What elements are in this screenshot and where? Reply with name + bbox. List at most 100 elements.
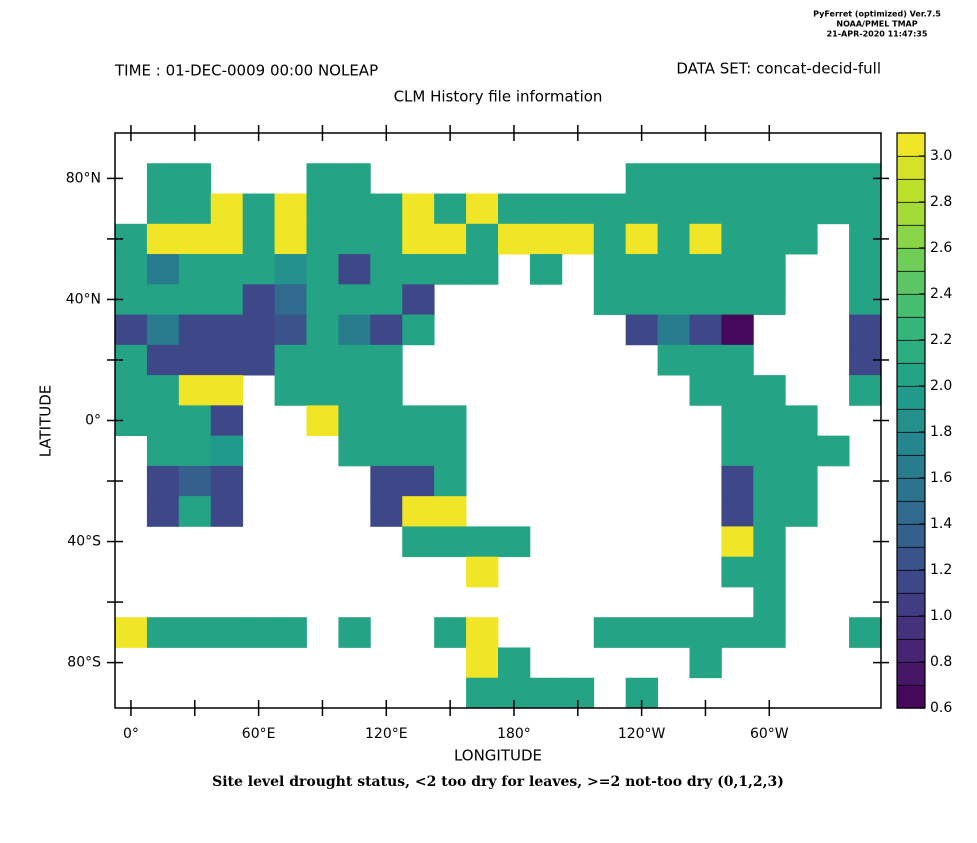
cell bbox=[849, 193, 882, 225]
colorbar-band bbox=[896, 339, 926, 364]
cell bbox=[242, 314, 275, 346]
colorbar-tick-label: 1.0 bbox=[930, 608, 952, 624]
y-axis-label: LATITUDE bbox=[37, 385, 55, 458]
cell bbox=[657, 193, 690, 225]
cell bbox=[370, 193, 403, 225]
colorbar-frame bbox=[896, 132, 926, 709]
cell bbox=[689, 254, 722, 285]
cell bbox=[274, 254, 307, 285]
cell bbox=[178, 375, 212, 406]
colorbar-tick-label: 0.8 bbox=[930, 654, 952, 670]
cell bbox=[146, 223, 180, 255]
cell bbox=[498, 526, 531, 558]
cell bbox=[178, 254, 212, 285]
cell bbox=[306, 375, 339, 406]
cell bbox=[434, 405, 467, 437]
colorbar-band bbox=[896, 661, 926, 686]
cell bbox=[210, 496, 244, 527]
cell bbox=[498, 647, 531, 679]
cell bbox=[115, 617, 148, 648]
colorbar-band bbox=[896, 592, 926, 617]
cell bbox=[210, 284, 244, 315]
cell bbox=[434, 435, 467, 467]
colorbar-band bbox=[896, 385, 926, 410]
cell bbox=[274, 223, 307, 255]
cell bbox=[625, 617, 658, 648]
cell bbox=[593, 617, 627, 648]
colorbar-tick-label: 2.4 bbox=[930, 286, 952, 302]
time-label: TIME : 01-DEC-0009 00:00 NOLEAP bbox=[114, 62, 378, 80]
cell bbox=[721, 284, 754, 315]
cell bbox=[146, 435, 180, 467]
cell bbox=[338, 163, 371, 194]
cell bbox=[625, 284, 658, 315]
cells bbox=[115, 163, 882, 709]
cell bbox=[657, 254, 690, 285]
cell bbox=[402, 284, 435, 315]
cell bbox=[561, 193, 595, 225]
x-axis-label: LONGITUDE bbox=[454, 747, 542, 765]
x-tick-label: 180° bbox=[497, 726, 531, 742]
cell bbox=[402, 193, 435, 225]
cell bbox=[434, 254, 467, 285]
cell bbox=[402, 223, 435, 255]
cell bbox=[210, 223, 244, 255]
x-tick-label: 120°E bbox=[365, 726, 408, 742]
cell bbox=[849, 617, 882, 648]
colorbar-band bbox=[896, 316, 926, 341]
cell bbox=[434, 193, 467, 225]
cell bbox=[178, 496, 212, 527]
cell bbox=[753, 223, 786, 255]
cell bbox=[146, 254, 180, 285]
colorbar-band bbox=[896, 615, 926, 640]
cell bbox=[210, 375, 244, 406]
y-tick-label: 80°S bbox=[67, 655, 101, 671]
cell bbox=[593, 223, 627, 255]
cell bbox=[274, 344, 307, 376]
cell bbox=[785, 405, 818, 437]
cell bbox=[402, 314, 435, 346]
cell bbox=[146, 344, 180, 376]
cell bbox=[338, 405, 371, 437]
colorbar-tick-label: 1.4 bbox=[930, 516, 952, 532]
cell bbox=[817, 435, 850, 467]
cell bbox=[434, 617, 467, 648]
header-line: PyFerret (optimized) Ver.7.5 bbox=[813, 10, 941, 19]
cell bbox=[274, 314, 307, 346]
cell bbox=[178, 617, 212, 648]
cell bbox=[466, 526, 499, 558]
cell bbox=[785, 223, 818, 255]
cell bbox=[115, 375, 148, 406]
colorbar-tick-label: 1.8 bbox=[930, 424, 952, 440]
colorbar-band bbox=[896, 247, 926, 272]
cell bbox=[753, 405, 786, 437]
cell bbox=[146, 405, 180, 437]
cell bbox=[338, 314, 371, 346]
cell bbox=[370, 375, 403, 406]
cell bbox=[529, 193, 563, 225]
cell bbox=[753, 193, 786, 225]
colorbar-band bbox=[896, 408, 926, 433]
cell bbox=[849, 375, 882, 406]
x-tick-label: 60°W bbox=[750, 726, 789, 742]
colorbar-band bbox=[896, 201, 926, 226]
cell bbox=[242, 223, 275, 255]
cell bbox=[466, 617, 499, 648]
cell bbox=[338, 617, 371, 648]
cell bbox=[146, 375, 180, 406]
cell bbox=[242, 284, 275, 315]
cell bbox=[753, 617, 786, 648]
cell bbox=[689, 375, 722, 406]
cell bbox=[498, 223, 531, 255]
colorbar-band bbox=[896, 132, 926, 157]
colorbar-band bbox=[896, 178, 926, 203]
colorbar-band bbox=[896, 684, 926, 709]
cell bbox=[753, 254, 786, 285]
cell bbox=[402, 435, 435, 467]
colorbar-band bbox=[896, 454, 926, 479]
cell bbox=[721, 617, 754, 648]
cell bbox=[242, 617, 275, 648]
cell bbox=[753, 163, 786, 194]
cell bbox=[753, 375, 786, 406]
